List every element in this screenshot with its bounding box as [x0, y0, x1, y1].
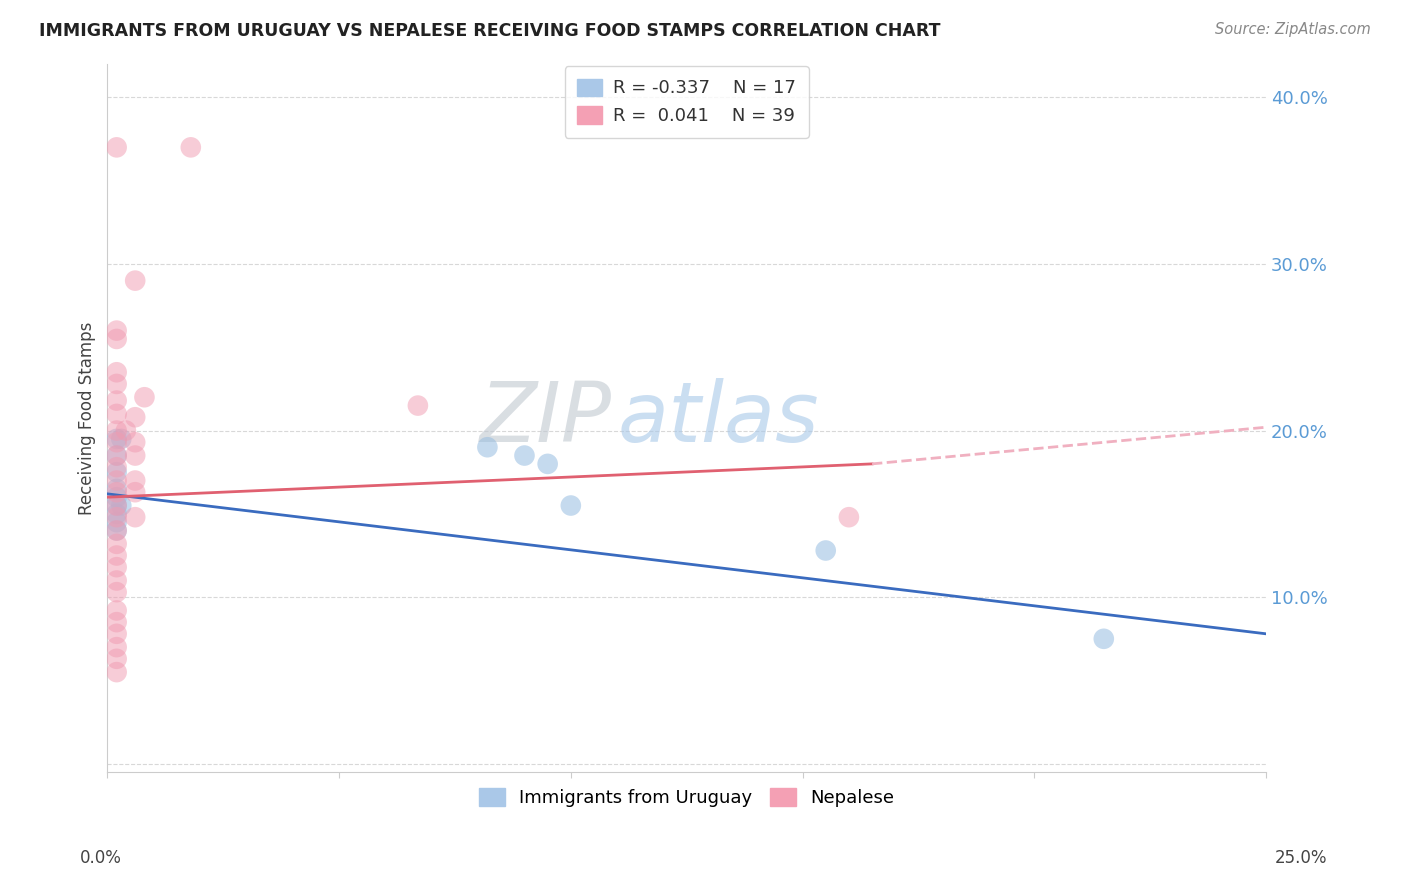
Point — [124, 474, 146, 488]
Legend: Immigrants from Uruguay, Nepalese: Immigrants from Uruguay, Nepalese — [471, 780, 903, 816]
Point — [105, 435, 128, 450]
Point — [513, 449, 536, 463]
Text: atlas: atlas — [617, 377, 818, 458]
Point — [1092, 632, 1115, 646]
Point — [124, 274, 146, 288]
Point — [110, 432, 132, 446]
Point — [105, 524, 128, 538]
Point — [124, 449, 146, 463]
Point — [105, 324, 128, 338]
Point — [838, 510, 860, 524]
Point — [105, 603, 128, 617]
Point — [105, 560, 128, 574]
Point — [105, 615, 128, 629]
Text: ZIP: ZIP — [479, 377, 612, 458]
Point — [124, 435, 146, 450]
Point — [105, 407, 128, 421]
Point — [105, 627, 128, 641]
Point — [105, 424, 128, 438]
Point — [105, 449, 128, 463]
Point — [105, 485, 128, 500]
Point — [105, 640, 128, 654]
Point — [105, 432, 128, 446]
Point — [105, 510, 128, 524]
Point — [110, 499, 132, 513]
Text: 0.0%: 0.0% — [80, 849, 122, 867]
Point — [105, 585, 128, 599]
Point — [134, 390, 156, 404]
Point — [105, 665, 128, 679]
Point — [105, 499, 128, 513]
Point — [124, 410, 146, 425]
Point — [477, 440, 499, 454]
Point — [124, 510, 146, 524]
Text: IMMIGRANTS FROM URUGUAY VS NEPALESE RECEIVING FOOD STAMPS CORRELATION CHART: IMMIGRANTS FROM URUGUAY VS NEPALESE RECE… — [39, 22, 941, 40]
Point — [105, 449, 128, 463]
Point — [105, 499, 128, 513]
Point — [560, 499, 582, 513]
Point — [105, 524, 128, 538]
Point — [105, 549, 128, 563]
Point — [105, 465, 128, 479]
Point — [105, 376, 128, 391]
Point — [105, 393, 128, 408]
Point — [105, 507, 128, 521]
Point — [105, 460, 128, 475]
Point — [105, 574, 128, 588]
Point — [406, 399, 429, 413]
Point — [105, 365, 128, 379]
Text: 25.0%: 25.0% — [1274, 849, 1327, 867]
Text: Source: ZipAtlas.com: Source: ZipAtlas.com — [1215, 22, 1371, 37]
Point — [105, 490, 128, 504]
Point — [814, 543, 837, 558]
Point — [124, 485, 146, 500]
Y-axis label: Receiving Food Stamps: Receiving Food Stamps — [79, 321, 96, 515]
Point — [105, 332, 128, 346]
Point — [537, 457, 560, 471]
Point — [105, 474, 128, 488]
Point — [105, 515, 128, 529]
Point — [115, 424, 138, 438]
Point — [180, 140, 202, 154]
Point — [105, 140, 128, 154]
Point — [105, 482, 128, 496]
Point — [105, 652, 128, 666]
Point — [105, 537, 128, 551]
